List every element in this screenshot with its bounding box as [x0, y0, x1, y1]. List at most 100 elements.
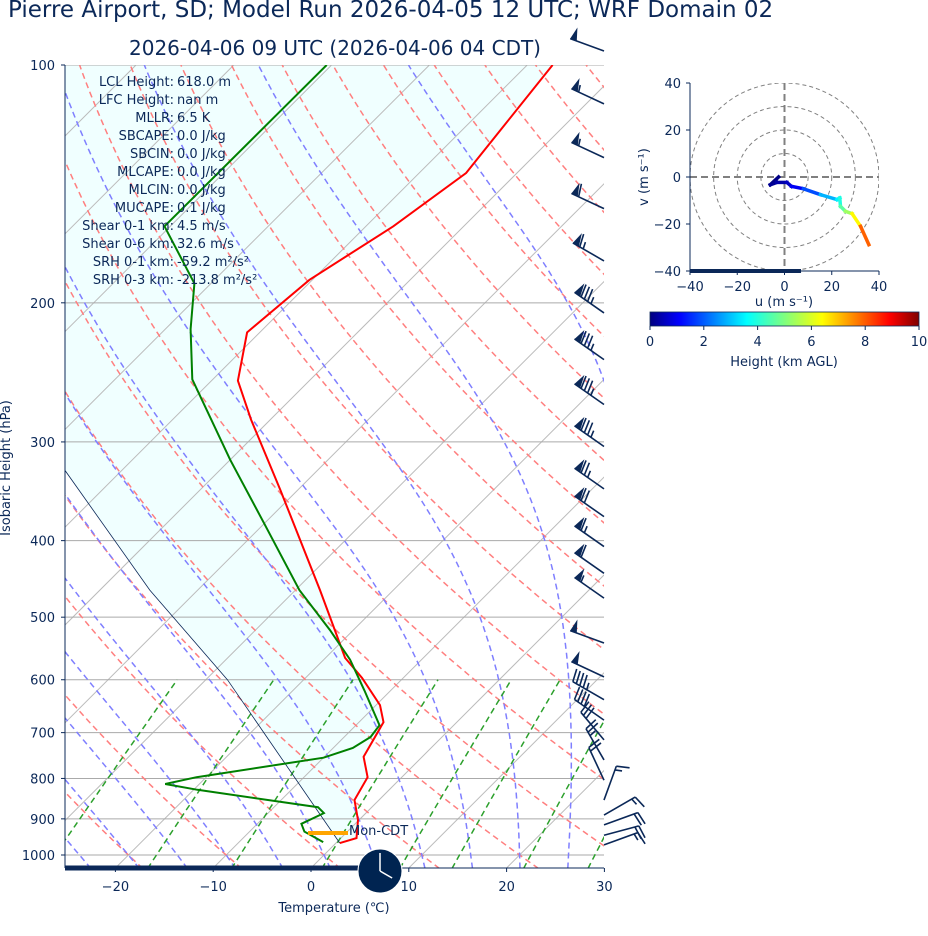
hodo-y-tick-label: 20	[664, 124, 681, 139]
dry-adiabat	[839, 65, 928, 869]
moist-adiabat	[65, 89, 474, 868]
barb-full	[578, 233, 585, 248]
isotherm	[114, 378, 604, 868]
barb-flag	[570, 619, 578, 634]
isotherm	[800, 65, 928, 868]
barb-full	[582, 674, 588, 688]
stat-value: 0.0 J/kg	[177, 129, 226, 144]
barb-full	[583, 286, 591, 300]
stat-label: MLLR:	[135, 111, 174, 126]
colorbar-gradient	[649, 311, 920, 327]
dry-adiabat	[281, 65, 604, 462]
isotherm	[310, 574, 604, 868]
skew-t-background	[65, 65, 928, 869]
barb-full	[616, 765, 630, 769]
stat-value: 0.0 J/kg	[177, 147, 226, 162]
stat-value: -213.8 m²/s²	[177, 273, 257, 288]
stat-value: nan m	[177, 93, 218, 108]
barb-full	[583, 462, 591, 476]
wind-barb	[573, 686, 605, 721]
mixing-ratio-line	[321, 679, 439, 868]
day-marker: Mon-CDT	[308, 824, 408, 839]
wind-barb	[580, 701, 605, 741]
barb-full	[587, 722, 599, 733]
wind-barb	[574, 459, 605, 490]
y-axis-label: Isobaric Height (hPa)	[0, 400, 14, 536]
barb-shaft	[574, 383, 605, 406]
dry-adiabat	[65, 693, 243, 868]
y-tick-label: 1000	[22, 849, 55, 864]
wind-barb	[571, 131, 605, 159]
barb-flag	[572, 233, 582, 247]
barb-shaft	[585, 728, 605, 761]
barb-half	[586, 470, 592, 478]
moist-adiabat	[712, 65, 836, 869]
hodograph-segment	[789, 184, 806, 191]
barb-full	[577, 183, 583, 197]
barb-half	[590, 343, 595, 351]
y-tick-label: 900	[30, 813, 55, 828]
wind-barb	[572, 233, 605, 262]
barb-flag	[574, 543, 585, 557]
barb-full	[586, 288, 594, 302]
dry-adiabat	[433, 65, 604, 276]
barb-half	[589, 730, 596, 737]
y-tick-label: 500	[30, 611, 55, 626]
barb-flag	[574, 517, 585, 530]
dry-adiabat	[65, 389, 539, 868]
barb-shaft	[588, 747, 605, 781]
dry-adiabat	[738, 65, 928, 869]
barb-half	[585, 682, 590, 690]
wind-barb	[585, 719, 605, 761]
y-tick-label: 100	[30, 59, 55, 74]
hodo-x-tick-label: −20	[724, 280, 751, 295]
mixing-ratio-line	[65, 679, 178, 842]
colorbar-tick-label: 4	[753, 335, 761, 350]
cin-shading	[65, 65, 553, 844]
barb-full	[585, 707, 595, 719]
barb-shaft	[571, 192, 605, 210]
barb-shaft	[569, 37, 605, 52]
wind-barb	[603, 831, 646, 846]
moist-adiabat	[65, 716, 189, 868]
dry-adiabat	[65, 159, 604, 781]
barb-full	[580, 284, 587, 298]
mixing-ratio-line	[587, 835, 604, 868]
stat-label: SBCIN:	[130, 147, 174, 162]
barb-flag	[571, 182, 580, 197]
skew-t-axes: Temperature (℃) Isobaric Height (hPa) −2…	[0, 59, 613, 916]
y-tick-label: 700	[30, 727, 55, 742]
mixing-ratio-line	[523, 719, 604, 868]
dry-adiabat	[484, 65, 604, 214]
wind-barb	[571, 651, 605, 678]
parcel-profile-line	[65, 469, 341, 844]
page-subtitle: 2026-04-06 09 UTC (2026-04-06 04 CDT)	[129, 36, 541, 60]
wind-barb	[574, 416, 605, 448]
barb-shaft	[574, 495, 605, 518]
barb-flag	[570, 27, 578, 42]
barb-flag	[571, 78, 580, 92]
hodograph-background	[690, 83, 879, 271]
day-marker-label: Mon-CDT	[349, 824, 408, 839]
barb-half	[590, 430, 595, 438]
barb-full	[580, 487, 587, 501]
hodo-x-tick-label: 20	[823, 280, 840, 295]
y-tick-label: 800	[30, 772, 55, 787]
barb-flag	[574, 416, 585, 430]
page-title: Pierre Airport, SD; Model Run 2026-04-05…	[8, 0, 774, 23]
barb-half	[590, 296, 595, 305]
isotherm	[505, 769, 604, 868]
stat-value: 0.1 J/kg	[177, 201, 226, 216]
isotherm	[65, 65, 332, 333]
stat-value: 6.5 K	[177, 111, 211, 126]
barb-full	[575, 670, 581, 684]
barb-shaft	[580, 711, 605, 741]
skew-t-profiles	[65, 65, 554, 845]
mixing-ratio-line	[147, 679, 275, 868]
barb-full	[586, 422, 594, 436]
wind-barb	[572, 668, 605, 701]
wind-barb	[569, 619, 605, 644]
x-tick-label: −20	[102, 880, 129, 895]
stat-value: 618.0 m	[177, 75, 231, 90]
